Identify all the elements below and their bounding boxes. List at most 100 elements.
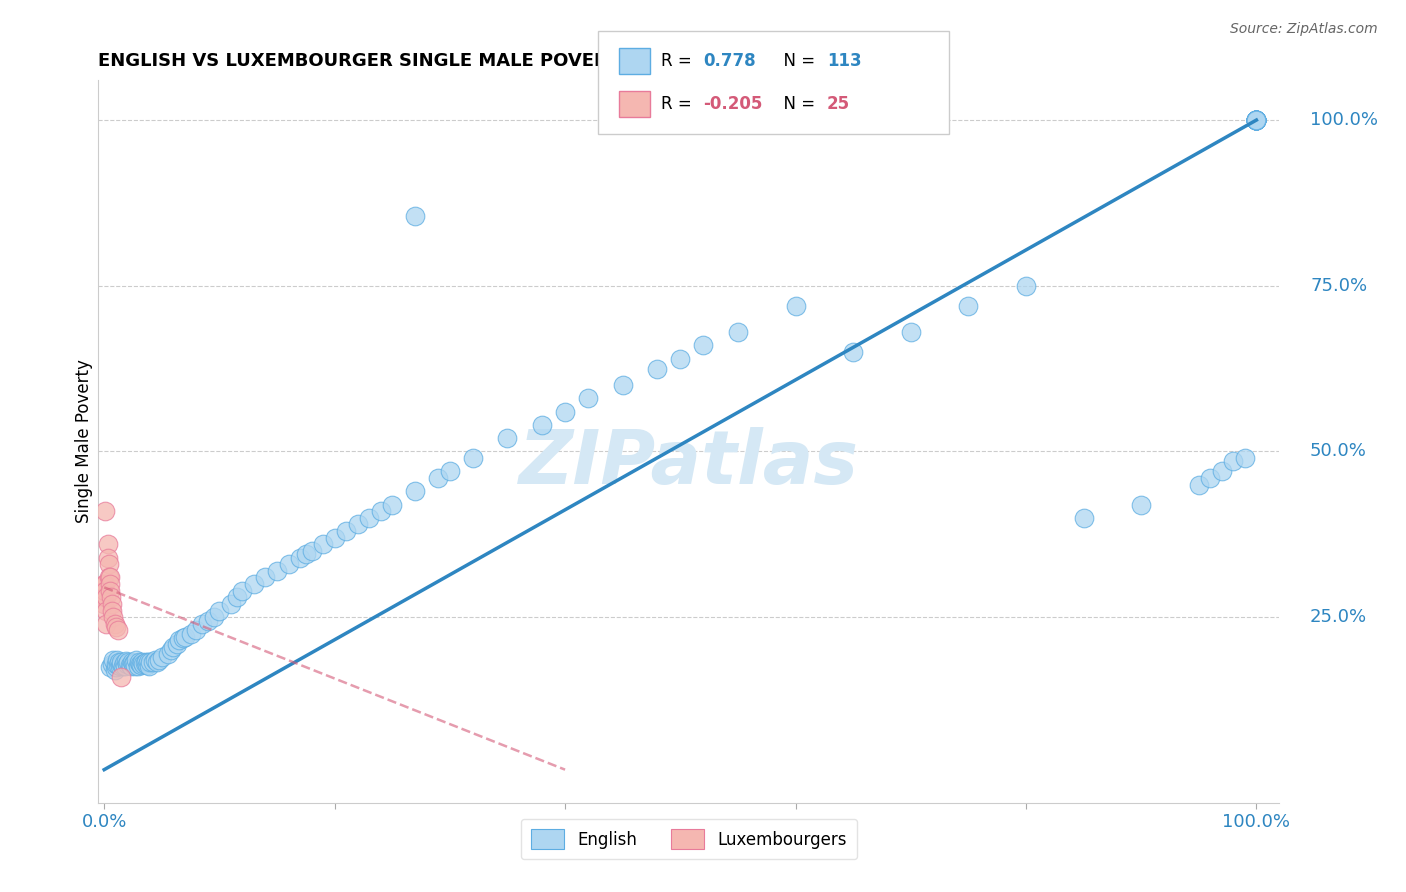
- Point: [117, 655, 139, 669]
- Point: [202, 610, 225, 624]
- Text: N =: N =: [773, 52, 821, 70]
- Point: [1246, 113, 1268, 128]
- Point: [96, 603, 118, 617]
- Text: N =: N =: [773, 95, 821, 113]
- Point: [1246, 113, 1268, 128]
- Point: [115, 657, 138, 671]
- Point: [1246, 113, 1268, 128]
- Point: [107, 624, 129, 638]
- Point: [208, 603, 231, 617]
- Point: [1073, 510, 1095, 524]
- Point: [1211, 464, 1233, 478]
- Point: [1222, 454, 1244, 468]
- Point: [107, 657, 129, 672]
- Point: [129, 657, 152, 671]
- Point: [100, 591, 122, 605]
- Point: [128, 655, 150, 669]
- Point: [118, 657, 141, 672]
- Point: [1246, 113, 1268, 128]
- Point: [576, 392, 599, 406]
- Point: [1199, 471, 1222, 485]
- Point: [93, 583, 115, 598]
- Text: Source: ZipAtlas.com: Source: ZipAtlas.com: [1230, 22, 1378, 37]
- Text: 25: 25: [827, 95, 849, 113]
- Point: [180, 627, 202, 641]
- Point: [101, 603, 124, 617]
- Point: [110, 655, 132, 669]
- Point: [612, 378, 634, 392]
- Point: [142, 655, 165, 669]
- Point: [121, 655, 143, 669]
- Point: [727, 325, 749, 339]
- Point: [162, 640, 184, 654]
- Text: 75.0%: 75.0%: [1310, 277, 1367, 294]
- Point: [115, 654, 138, 668]
- Point: [143, 653, 166, 667]
- Point: [346, 517, 368, 532]
- Point: [98, 660, 121, 674]
- Point: [101, 597, 124, 611]
- Point: [785, 299, 807, 313]
- Point: [138, 659, 160, 673]
- Point: [301, 544, 323, 558]
- Point: [135, 655, 157, 669]
- Text: 100.0%: 100.0%: [1310, 111, 1378, 129]
- Point: [669, 351, 692, 366]
- Point: [266, 564, 288, 578]
- Point: [427, 471, 450, 485]
- Point: [231, 583, 253, 598]
- Point: [439, 464, 461, 478]
- Text: R =: R =: [661, 52, 697, 70]
- Point: [370, 504, 392, 518]
- Point: [139, 655, 162, 669]
- Point: [104, 620, 127, 634]
- Point: [94, 583, 117, 598]
- Point: [127, 659, 149, 673]
- Text: 25.0%: 25.0%: [1310, 608, 1367, 626]
- Point: [254, 570, 277, 584]
- Point: [110, 657, 132, 672]
- Point: [93, 577, 115, 591]
- Point: [1188, 477, 1211, 491]
- Point: [1246, 113, 1268, 128]
- Point: [132, 657, 155, 672]
- Point: [94, 577, 117, 591]
- Point: [131, 655, 153, 669]
- Point: [404, 484, 426, 499]
- Legend: English, Luxembourgers: English, Luxembourgers: [520, 819, 858, 860]
- Point: [243, 577, 266, 591]
- Point: [150, 650, 173, 665]
- Point: [105, 653, 128, 667]
- Point: [135, 657, 157, 672]
- Point: [108, 655, 131, 669]
- Point: [97, 557, 120, 571]
- Point: [96, 616, 118, 631]
- Point: [111, 658, 134, 673]
- Point: [172, 632, 194, 646]
- Point: [1246, 113, 1268, 128]
- Y-axis label: Single Male Poverty: Single Male Poverty: [75, 359, 93, 524]
- Point: [191, 616, 214, 631]
- Point: [900, 325, 922, 339]
- Point: [125, 653, 148, 667]
- Point: [146, 655, 169, 669]
- Point: [957, 299, 980, 313]
- Point: [93, 591, 115, 605]
- Point: [98, 570, 121, 584]
- Point: [1246, 113, 1268, 128]
- Point: [1246, 113, 1268, 128]
- Point: [295, 547, 318, 561]
- Point: [101, 657, 124, 671]
- Point: [1246, 113, 1268, 128]
- Point: [120, 659, 142, 673]
- Point: [97, 550, 120, 565]
- Point: [323, 531, 346, 545]
- Point: [97, 537, 120, 551]
- Point: [219, 597, 242, 611]
- Point: [1233, 451, 1256, 466]
- Point: [359, 510, 381, 524]
- Point: [104, 660, 127, 674]
- Point: [112, 656, 135, 670]
- Point: [122, 656, 145, 670]
- Point: [98, 577, 121, 591]
